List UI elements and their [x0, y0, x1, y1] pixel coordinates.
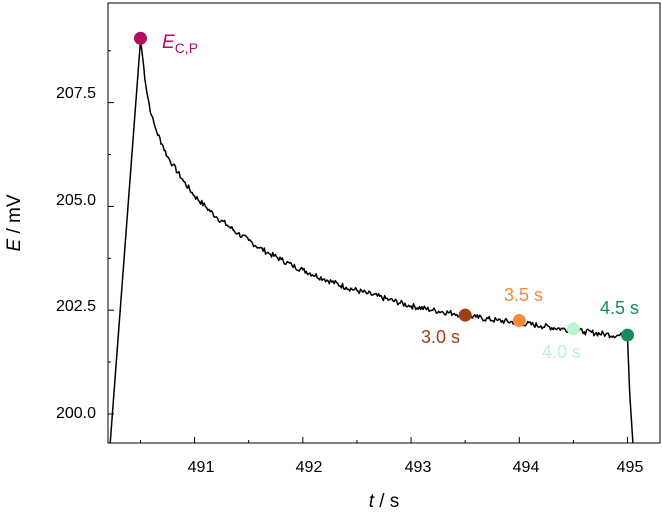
label-3-5-s: 3.5 s [504, 285, 543, 305]
y-tick-label-200: 200.0 [56, 405, 96, 422]
x-tick-label-491: 491 [188, 459, 215, 476]
marker-point-4 [621, 328, 635, 342]
x-axis-label: t / s [369, 491, 400, 512]
x-axis-ticks [139, 437, 629, 443]
y-axis-ticks [108, 50, 114, 415]
y-axis-variable: E [4, 239, 25, 252]
x-tick-label-493: 493 [405, 459, 432, 476]
y-tick-label-205: 205.0 [56, 192, 96, 209]
ecp-label: EC,P [162, 32, 198, 56]
y-axis-label: E / mV [4, 194, 25, 251]
ecp-main: E [162, 32, 175, 53]
plot-frame [107, 2, 661, 444]
y-axis-unit: / mV [4, 194, 25, 239]
potential-trace [109, 39, 634, 444]
time-markers [133, 31, 635, 342]
x-tick-label-492: 492 [296, 459, 323, 476]
y-tick-label-207-5: 207.5 [56, 85, 96, 102]
x-axis-unit: / s [374, 491, 399, 512]
marker-point-3 [566, 322, 580, 336]
marker-point-0 [133, 31, 147, 45]
label-3-0-s: 3.0 s [421, 327, 460, 347]
label-4-0-s: 4.0 s [542, 342, 581, 362]
x-tick-label-494: 494 [513, 459, 540, 476]
ecp-sub: C,P [175, 40, 198, 56]
x-axis-variable: t [369, 491, 375, 512]
label-4-5-s: 4.5 s [600, 298, 639, 318]
y-tick-label-202-5: 202.5 [56, 298, 96, 315]
marker-point-1 [458, 308, 472, 322]
marker-point-2 [512, 314, 526, 328]
x-tick-label-495: 495 [617, 459, 644, 476]
